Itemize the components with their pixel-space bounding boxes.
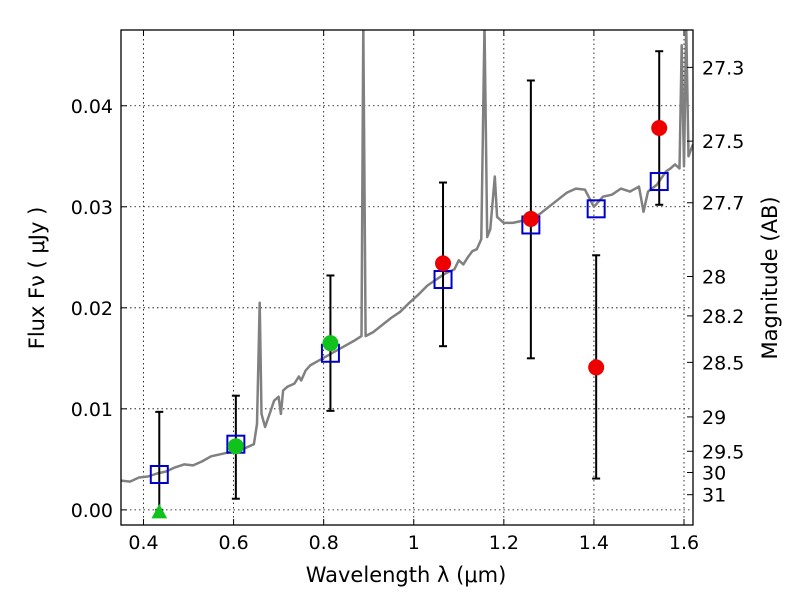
model-square-marker <box>149 464 169 484</box>
plot-area <box>121 30 693 519</box>
y-right-axis-label: Magnitude (AB) <box>758 196 782 359</box>
x-tick-label: 0.4 <box>128 532 158 554</box>
x-tick-label: 1 <box>408 532 420 554</box>
right-tick-label: 28.5 <box>702 352 744 374</box>
x-tick-label: 0.6 <box>218 532 248 554</box>
y-tick-label: 0.04 <box>71 96 113 118</box>
data-circle-marker <box>322 335 339 352</box>
right-tick-label: 28.2 <box>702 306 744 328</box>
right-tick-label: 28 <box>702 266 726 288</box>
right-tick-label: 30 <box>702 462 726 484</box>
data-circle-marker <box>588 359 605 376</box>
right-tick-label: 27.3 <box>702 57 744 79</box>
model-square-marker <box>649 172 669 192</box>
right-tick-label: 29.5 <box>702 441 744 463</box>
grid-lines <box>121 30 693 525</box>
plot-clip-group <box>121 30 693 511</box>
y-tick-label: 0.01 <box>71 399 113 421</box>
plot-frame <box>120 29 694 526</box>
y-axis-label: Flux Fν ( μJy ) <box>25 207 49 350</box>
right-tick-label: 31 <box>702 485 726 507</box>
upper-limit-triangle-marker <box>151 503 168 519</box>
data-circle-marker <box>435 255 452 272</box>
data-circle-marker <box>651 119 668 136</box>
x-tick-label: 1.6 <box>669 532 699 554</box>
axis-ticks: 0.4 0.6 0.8 1 1.2 1.4 1.6 0.00 0.01 0.02 0.03 0.04 2… <box>71 30 744 554</box>
data-circle-marker <box>227 438 244 455</box>
spectrum-line <box>121 30 693 483</box>
x-tick-label: 1.4 <box>579 532 609 554</box>
x-axis-label: Wavelength λ (μm) <box>306 563 507 587</box>
right-tick-label: 29 <box>702 407 726 429</box>
right-tick-label: 27.5 <box>702 131 744 153</box>
right-tick-label: 27.7 <box>702 193 744 215</box>
y-tick-label: 0.00 <box>71 500 113 522</box>
y-tick-label: 0.02 <box>71 298 113 320</box>
data-circle-marker <box>522 210 539 227</box>
model-square-marker <box>586 199 606 219</box>
x-tick-label: 0.8 <box>309 532 339 554</box>
y-tick-label: 0.03 <box>71 197 113 219</box>
x-tick-label: 1.2 <box>489 532 519 554</box>
